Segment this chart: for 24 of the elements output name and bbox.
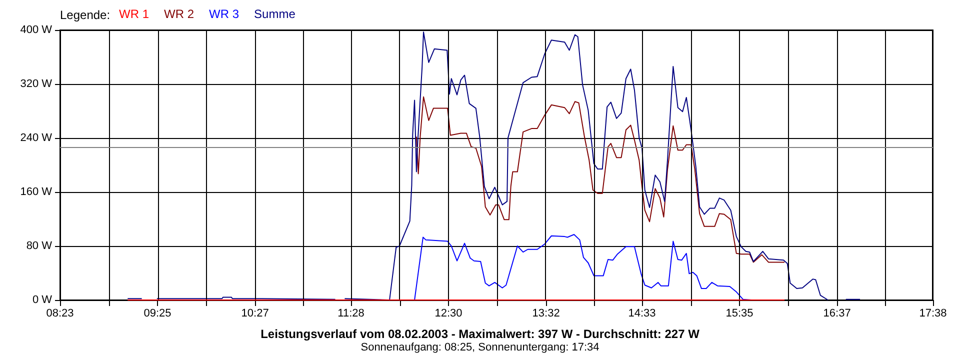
text: WR 2 — [164, 7, 194, 21]
y-tick-label: 0 W — [32, 294, 53, 306]
x-tick-label: 14:33 — [628, 308, 656, 320]
y-tick-label: 400 W — [20, 24, 53, 36]
line-series — [416, 96, 786, 263]
x-tick-label: 10:27 — [241, 308, 269, 320]
x-tick-label: 12:30 — [434, 308, 462, 320]
x-tick-label: 11:28 — [338, 308, 364, 320]
text: WR 1 — [119, 7, 150, 21]
text: Sonnenaufgang: 08:25, Sonnenuntergang: 17:34 — [360, 342, 600, 354]
text: WR 3 — [209, 7, 240, 21]
text: Summe — [254, 7, 296, 21]
x-tick-label: 09:25 — [144, 308, 172, 320]
x-tick-label: 15:35 — [726, 308, 754, 320]
y-tick-label: 160 W — [20, 186, 53, 198]
x-tick-label: 08:23 — [46, 308, 74, 320]
x-tick-label: 17:38 — [919, 308, 947, 320]
x-tick-label: 13:32 — [532, 308, 560, 320]
y-tick-label: 320 W — [20, 78, 53, 90]
legend-title: Legende: — [60, 8, 110, 22]
text: Leistungsverlauf vom 08.02.2003 - Maximalwert: 397 W - Durchschnitt: 227 W — [260, 327, 700, 341]
y-tick-label: 240 W — [20, 132, 53, 144]
x-tick-label: 16:37 — [823, 308, 851, 320]
y-tick-label: 80 W — [26, 240, 53, 252]
